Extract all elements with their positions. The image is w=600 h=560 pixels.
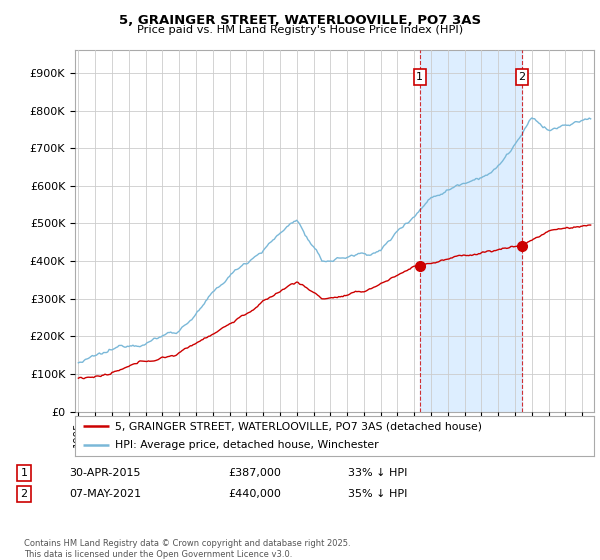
Text: 35% ↓ HPI: 35% ↓ HPI: [348, 489, 407, 499]
Text: 5, GRAINGER STREET, WATERLOOVILLE, PO7 3AS (detached house): 5, GRAINGER STREET, WATERLOOVILLE, PO7 3…: [115, 421, 482, 431]
Text: Price paid vs. HM Land Registry's House Price Index (HPI): Price paid vs. HM Land Registry's House …: [137, 25, 463, 35]
Text: 1: 1: [416, 72, 424, 82]
Text: £440,000: £440,000: [228, 489, 281, 499]
Text: 2: 2: [518, 72, 526, 82]
Bar: [420, 50, 522, 412]
Text: 30-APR-2015: 30-APR-2015: [69, 468, 140, 478]
Text: 5, GRAINGER STREET, WATERLOOVILLE, PO7 3AS: 5, GRAINGER STREET, WATERLOOVILLE, PO7 3…: [119, 14, 481, 27]
Text: HPI: Average price, detached house, Winchester: HPI: Average price, detached house, Winc…: [115, 440, 379, 450]
Text: 1: 1: [20, 468, 28, 478]
Text: £387,000: £387,000: [228, 468, 281, 478]
Text: 33% ↓ HPI: 33% ↓ HPI: [348, 468, 407, 478]
Text: Contains HM Land Registry data © Crown copyright and database right 2025.
This d: Contains HM Land Registry data © Crown c…: [24, 539, 350, 559]
Text: 2: 2: [20, 489, 28, 499]
Text: 07-MAY-2021: 07-MAY-2021: [69, 489, 141, 499]
